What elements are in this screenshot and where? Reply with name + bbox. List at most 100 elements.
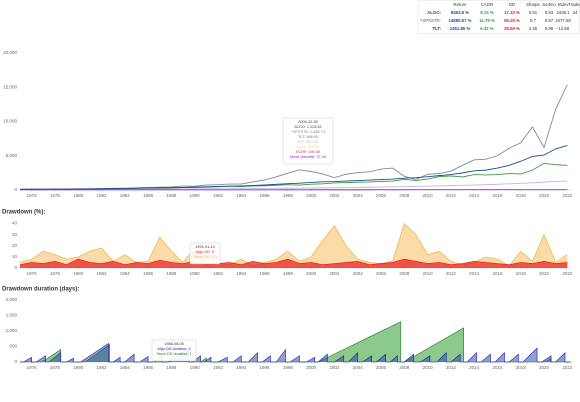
x-tick-label: 1986 <box>143 365 154 370</box>
table-cell: 11.79 % <box>479 18 495 23</box>
series-line <box>19 162 568 190</box>
table-cell: 9.74 % <box>480 10 494 15</box>
table-header: Sharpe <box>526 2 540 7</box>
x-tick-label: 1976 <box>27 271 38 276</box>
x-tick-label: 2020 <box>539 193 550 198</box>
x-tick-label: 2010 <box>423 271 434 276</box>
x-tick-label: 2002 <box>329 271 340 276</box>
tooltip <box>189 242 221 265</box>
table-cell: 0.99 <box>545 26 554 31</box>
x-tick-label: 1978 <box>50 365 61 370</box>
table-cell: 3436.1 <box>556 10 570 15</box>
x-tick-label: 2004 <box>353 271 364 276</box>
x-tick-label: 1994 <box>236 365 247 370</box>
x-tick-label: 1976 <box>27 365 38 370</box>
x-tick-label: 2018 <box>516 193 527 198</box>
area-line <box>20 342 571 363</box>
table-header: Sortino <box>542 2 556 7</box>
x-tick-label: 2022 <box>562 271 573 276</box>
table-cell: 6.32 % <box>480 26 494 31</box>
x-tick-label: 1986 <box>143 193 154 198</box>
table-header: Stdev <box>558 2 570 7</box>
x-tick-label: 1992 <box>213 193 224 198</box>
x-tick-label: 1996 <box>260 271 271 276</box>
tooltip-line: ^SPXSTR: 2,688.73 <box>291 130 325 134</box>
y-tick-label: 0 <box>14 265 17 270</box>
table-cell: 2.46 <box>529 26 538 31</box>
x-tick-label: 1990 <box>190 365 201 370</box>
x-tick-label: 2006 <box>376 365 387 370</box>
y-tick-label: 40 <box>12 221 18 226</box>
x-tick-label: 2014 <box>469 365 480 370</box>
y-tick-label: 0 <box>14 359 17 364</box>
tooltip-line: Algo DD duration: 3 <box>157 347 190 351</box>
row-label: ^SPXSTR: <box>420 18 442 23</box>
x-tick-label: 1984 <box>120 365 131 370</box>
x-tick-label: 2000 <box>306 271 317 276</box>
x-tick-label: 1998 <box>283 193 294 198</box>
y-tick-label: 10,000 <box>3 119 17 124</box>
tooltip-line: Stock DD: 3.3 <box>193 255 216 259</box>
x-tick-label: 2016 <box>492 271 503 276</box>
y-tick-label: 0 <box>14 187 17 192</box>
x-tick-label: 2010 <box>423 365 434 370</box>
x-tick-label: 2018 <box>516 365 527 370</box>
table-cell: 1677.58 <box>555 18 571 23</box>
x-tick-label: 2012 <box>446 271 457 276</box>
row-label: ALGO: <box>427 10 441 15</box>
tooltip-line: ALGO: 1,228.82 <box>294 125 321 129</box>
y-tick-label: 1,000 <box>6 328 18 333</box>
table-cell: -12.88 <box>557 26 570 31</box>
x-tick-label: 1980 <box>73 365 84 370</box>
x-tick-label: 1996 <box>260 365 271 370</box>
x-tick-label: 1994 <box>236 271 247 276</box>
x-tick-label: 2020 <box>539 365 550 370</box>
tooltip-title: 1991-01-14 <box>195 245 214 249</box>
table-header: Trades <box>568 2 580 7</box>
x-tick-label: 2012 <box>446 193 457 198</box>
x-tick-label: 1988 <box>166 365 177 370</box>
x-tick-label: 1978 <box>50 271 61 276</box>
tooltip <box>151 339 197 362</box>
tooltip-line: Mode (benefit): 37.40 <box>290 155 326 159</box>
y-tick-label: 15,000 <box>3 84 17 89</box>
x-tick-label: 2008 <box>399 365 410 370</box>
table-cell: 8463.8 % <box>451 10 469 15</box>
x-tick-label: 1982 <box>97 193 108 198</box>
x-tick-label: 1998 <box>283 271 294 276</box>
tooltip-line: Stock DD duration: 1 <box>156 352 191 356</box>
tooltip-title: 1988-08-05 <box>164 342 183 346</box>
x-tick-label: 2010 <box>423 193 434 198</box>
x-tick-label: 1984 <box>120 193 131 198</box>
x-tick-label: 2022 <box>562 193 573 198</box>
x-tick-label: 1994 <box>236 193 247 198</box>
x-tick-label: 1992 <box>213 271 224 276</box>
x-tick-label: 2002 <box>329 365 340 370</box>
stats-table <box>417 0 580 34</box>
table-header: CAGR <box>481 2 493 7</box>
y-tick-label: 20 <box>12 243 18 248</box>
tooltip-title: 2000-10-30 <box>298 120 317 124</box>
x-tick-label: 1990 <box>190 271 201 276</box>
tooltip-line: GLD: 164.90 <box>297 145 319 149</box>
x-tick-label: 1992 <box>213 365 224 370</box>
table-cell: 26.59 % <box>504 26 520 31</box>
series-line <box>19 145 568 190</box>
x-tick-label: 2006 <box>376 271 387 276</box>
y-tick-label: 2,000 <box>6 297 18 302</box>
x-tick-label: 2014 <box>469 271 480 276</box>
y-tick-label: 5,000 <box>6 153 18 158</box>
x-tick-label: 2002 <box>329 193 340 198</box>
table-cell: 0.87 <box>545 18 554 23</box>
x-tick-label: 1976 <box>27 193 38 198</box>
table-header: Return <box>454 2 468 7</box>
x-tick-label: 1998 <box>283 365 294 370</box>
y-tick-label: 20,000 <box>3 50 17 55</box>
x-tick-label: 1986 <box>143 271 154 276</box>
y-tick-label: 500 <box>9 344 17 349</box>
chart-title: Drawdown (%): <box>2 210 45 216</box>
x-tick-label: 2000 <box>306 193 317 198</box>
y-tick-label: 10 <box>12 254 18 259</box>
